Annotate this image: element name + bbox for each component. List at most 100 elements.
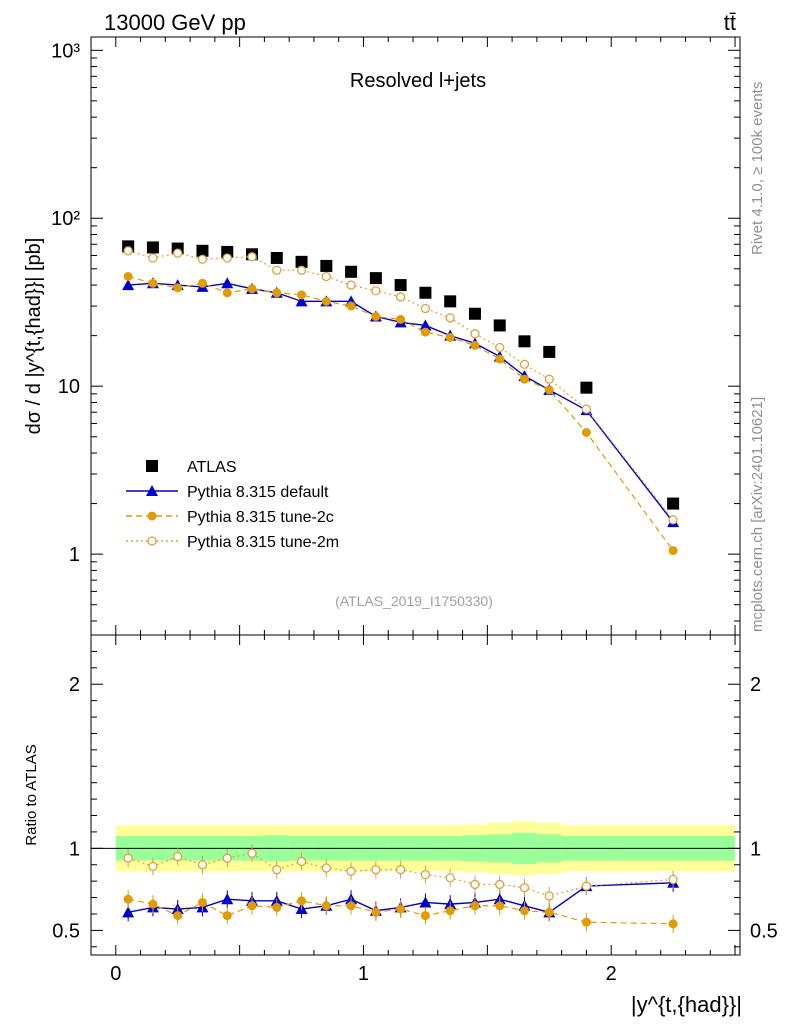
data-point xyxy=(346,866,356,876)
data-point xyxy=(148,278,158,288)
data-point xyxy=(581,427,591,437)
data-point xyxy=(419,319,432,331)
data-point xyxy=(470,879,480,890)
data-point xyxy=(148,253,158,263)
data-point xyxy=(321,296,331,306)
data-point xyxy=(371,286,381,296)
data-point xyxy=(221,893,234,905)
data-point xyxy=(148,899,158,909)
legend-marker xyxy=(146,460,158,472)
data-point xyxy=(296,856,307,867)
ratio-line-pythia-8-315-tune-2c xyxy=(128,898,674,925)
data-point xyxy=(420,303,431,314)
data-point xyxy=(197,897,207,907)
data-point xyxy=(197,860,208,870)
rivet-version-label: Rivet 4.1.0, ≥ 100k events xyxy=(749,82,766,255)
data-point xyxy=(445,906,455,916)
main-y-tick-label: 10 xyxy=(58,376,80,398)
data-point xyxy=(346,901,356,911)
x-tick-label: 0 xyxy=(110,963,121,985)
data-point xyxy=(270,251,283,264)
data-point xyxy=(122,906,135,918)
data-point xyxy=(667,497,680,510)
data-point xyxy=(123,271,133,281)
data-point xyxy=(495,879,505,890)
data-point xyxy=(371,865,381,875)
main-y-tick-label: 1 xyxy=(69,544,80,566)
data-point xyxy=(321,863,331,873)
data-point xyxy=(519,374,529,384)
data-point xyxy=(320,259,333,272)
x-tick-label: 2 xyxy=(606,963,617,985)
data-point xyxy=(493,319,506,332)
data-point xyxy=(445,873,455,883)
legend-label: Pythia 8.315 tune-2c xyxy=(187,509,334,526)
legend-entry: ATLAS xyxy=(146,459,237,476)
data-point xyxy=(295,255,308,268)
process-label: tt̄ xyxy=(724,10,736,35)
data-point xyxy=(668,919,678,929)
legend-label: Pythia 8.315 tune-2m xyxy=(187,534,339,551)
data-point xyxy=(668,515,678,525)
data-series xyxy=(122,240,680,933)
data-point xyxy=(122,279,135,291)
data-point xyxy=(345,265,358,278)
data-point xyxy=(196,244,209,257)
ratio-panel-frame xyxy=(90,634,741,956)
data-point xyxy=(321,901,331,911)
data-point xyxy=(247,284,257,294)
data-point xyxy=(396,314,406,324)
ratio-line-pythia-8-315-default xyxy=(128,882,674,914)
data-point xyxy=(419,286,432,299)
tick-labels: 0 1 2 1 10 10² 10³ 0.5 0.5 1 1 2 2 xyxy=(51,40,778,985)
data-point xyxy=(197,254,208,264)
data-point xyxy=(222,253,232,263)
data-point xyxy=(346,280,356,290)
data-point xyxy=(544,374,554,384)
ratio-series-pythia-8-315-tune-2m xyxy=(123,844,678,905)
data-point xyxy=(297,896,307,906)
main-series-pythia-8-315-tune-2c xyxy=(123,271,678,556)
ratio-series-pythia-8-315-tune-2c xyxy=(123,890,678,933)
data-point xyxy=(221,277,234,289)
data-point xyxy=(197,278,207,288)
data-point xyxy=(495,901,505,911)
data-point xyxy=(272,902,282,912)
ratio-y-tick-label-right: 1 xyxy=(750,838,761,860)
main-line-pythia-8-315-default xyxy=(128,282,674,523)
legend-entry: Pythia 8.315 tune-2m xyxy=(126,534,339,551)
main-y-tick-label: 10² xyxy=(51,208,80,230)
data-point xyxy=(123,246,133,256)
data-point xyxy=(173,283,183,293)
ratio-y-tick-label-left: 1 xyxy=(69,838,80,860)
data-point xyxy=(420,327,430,337)
data-point xyxy=(445,313,455,323)
data-point xyxy=(247,901,257,911)
data-point xyxy=(581,917,591,927)
data-point xyxy=(445,332,455,342)
data-point xyxy=(581,881,592,891)
energy-label: 13000 GeV pp xyxy=(104,10,246,35)
legend-label: Pythia 8.315 default xyxy=(187,484,329,501)
data-point xyxy=(420,869,431,880)
data-point xyxy=(247,848,257,858)
data-point xyxy=(173,911,183,921)
data-point xyxy=(668,546,678,556)
data-point xyxy=(470,329,480,339)
legend-marker xyxy=(147,536,157,546)
data-point xyxy=(369,272,382,285)
data-point xyxy=(495,354,505,364)
data-point xyxy=(297,290,307,300)
data-point xyxy=(544,907,554,917)
data-point xyxy=(173,248,183,258)
data-point xyxy=(581,404,592,414)
data-point xyxy=(668,874,678,885)
data-point xyxy=(346,301,356,311)
data-point xyxy=(519,359,530,369)
legend-marker xyxy=(146,485,158,496)
data-point xyxy=(272,288,282,298)
main-series-pythia-8-315-tune-2m xyxy=(123,246,678,525)
ratio-y-tick-label-right: 0.5 xyxy=(750,920,778,942)
ratio-y-tick-label-left: 0.5 xyxy=(52,920,80,942)
data-point xyxy=(470,340,480,350)
